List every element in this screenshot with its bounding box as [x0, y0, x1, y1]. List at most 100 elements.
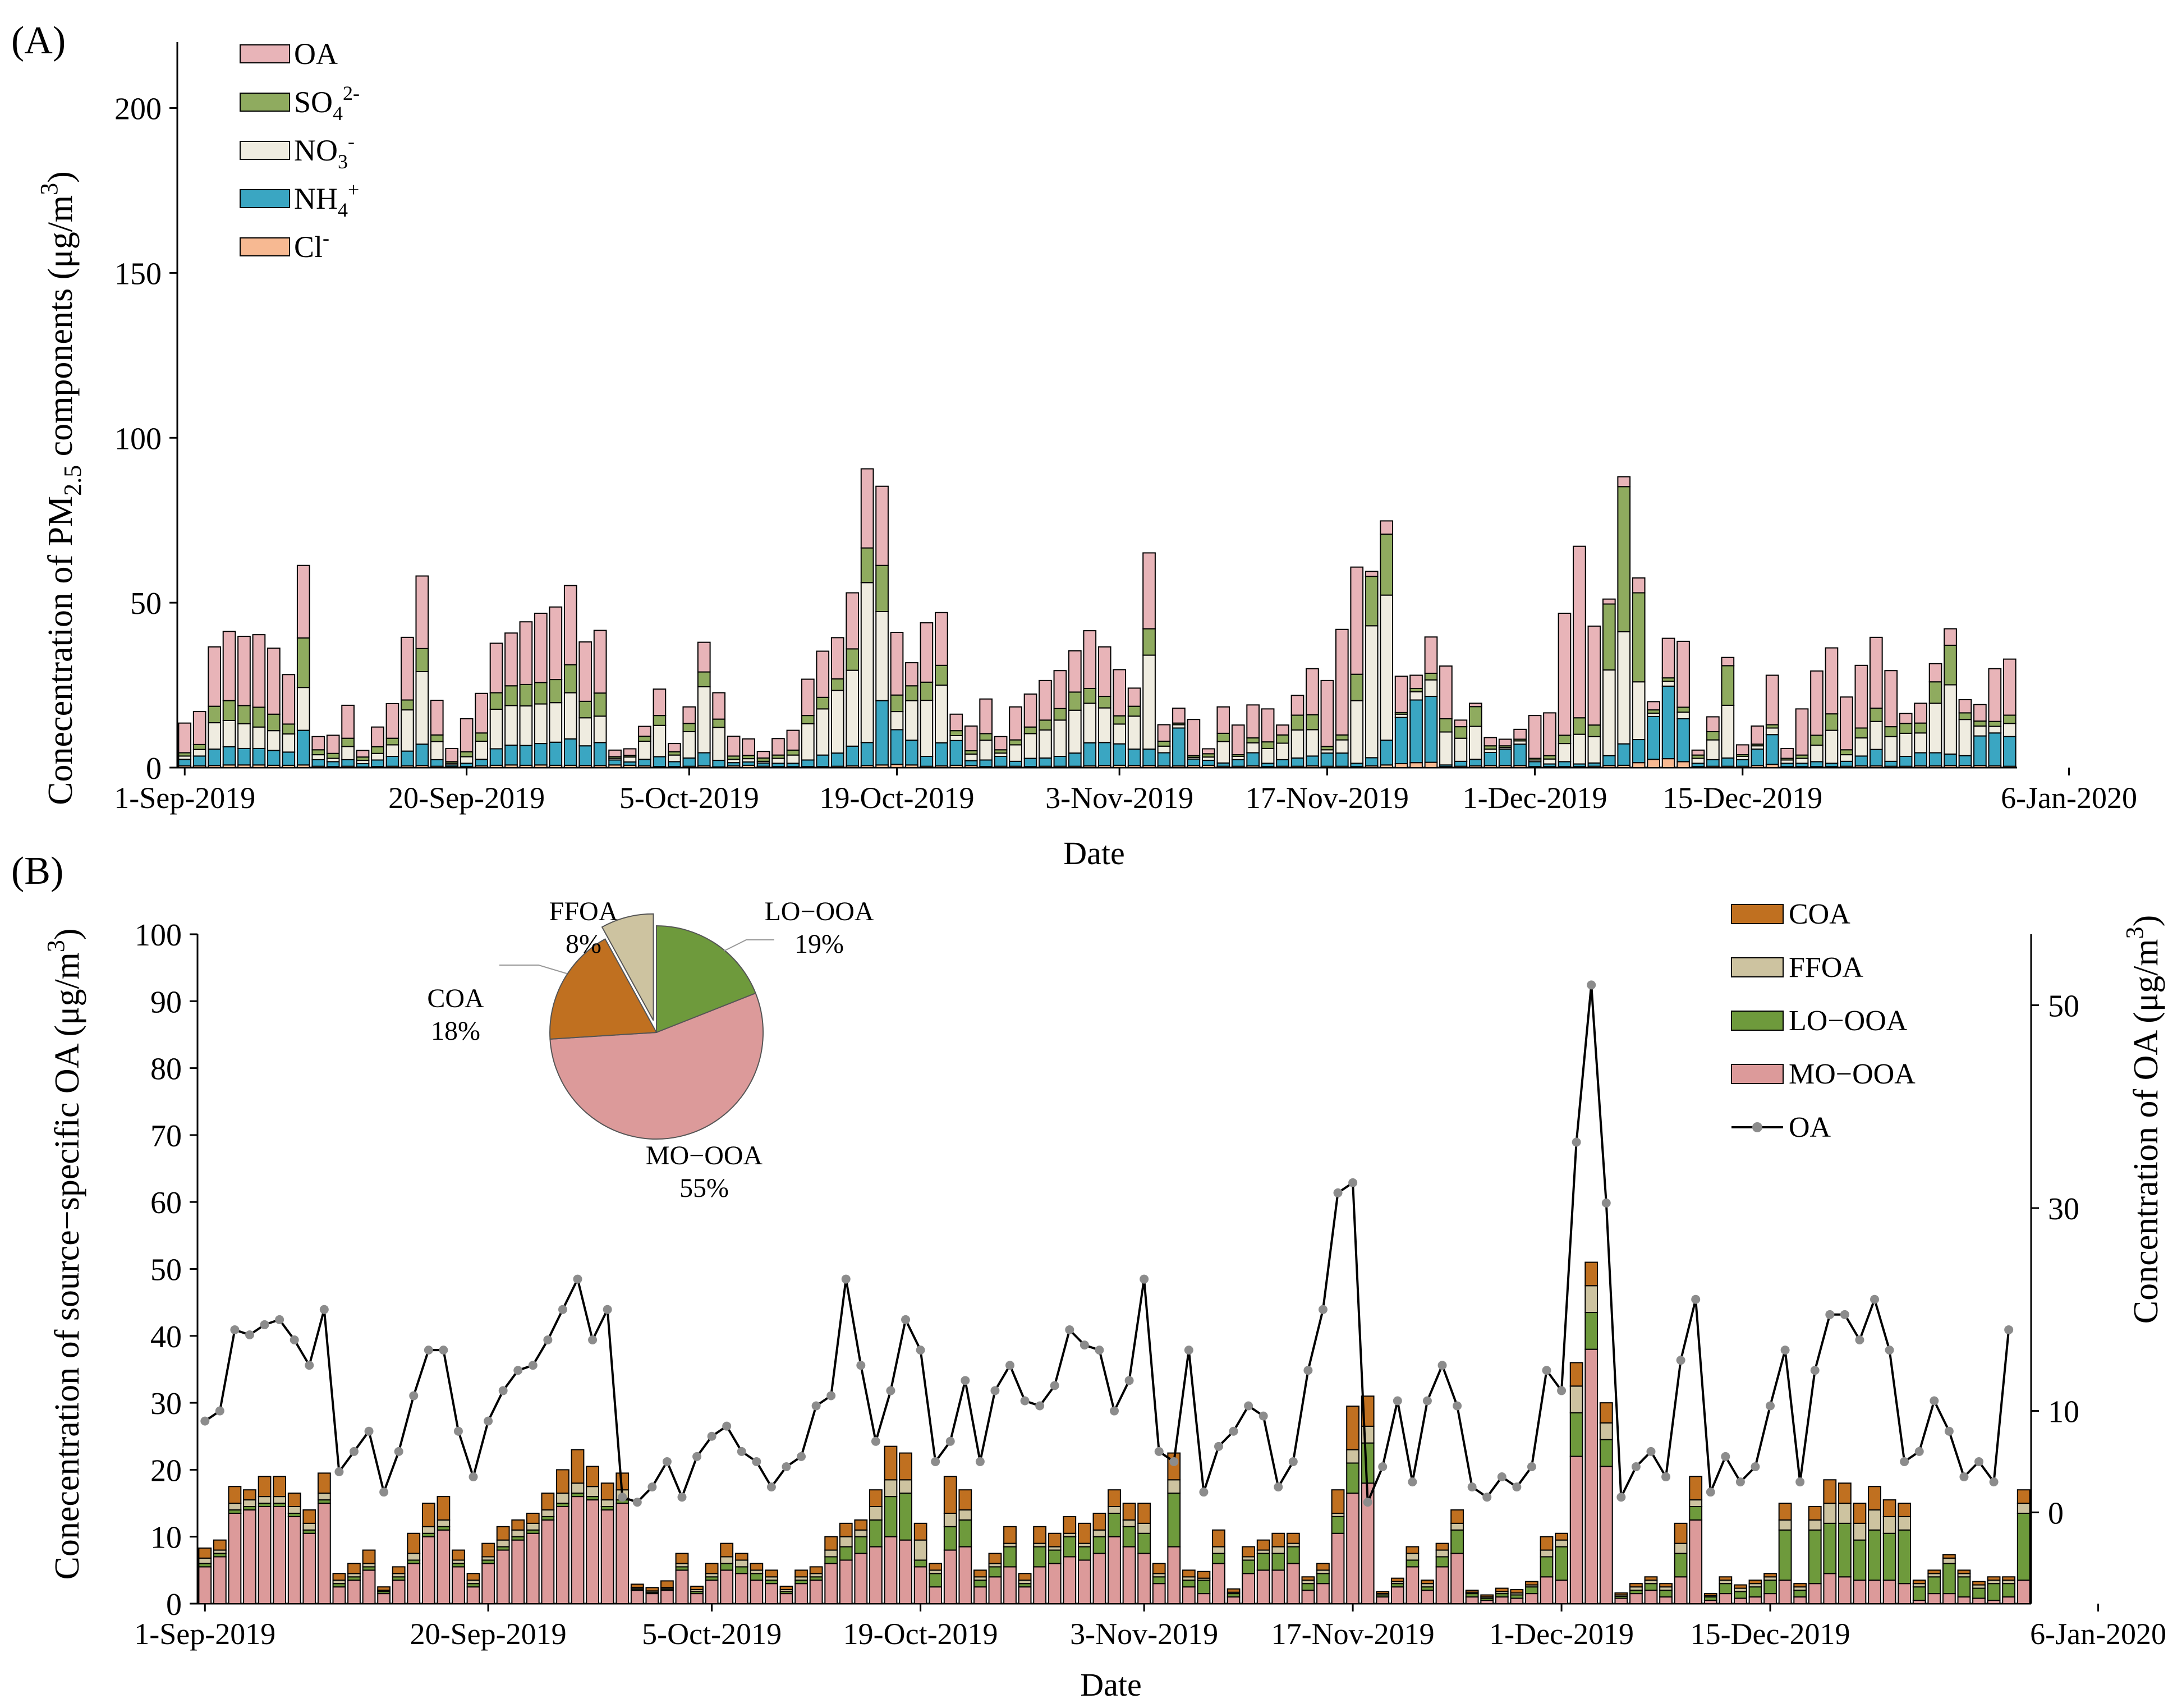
panel-a-bar-segment	[786, 729, 800, 751]
panel-b-bar-segment	[526, 1532, 540, 1605]
panel-a-bar-segment	[1023, 733, 1037, 759]
panel-b-bar-segment	[273, 1476, 287, 1498]
panel-b-bar-segment	[1778, 1519, 1792, 1531]
panel-b-oa-point	[901, 1315, 911, 1324]
panel-a-bar-segment	[1068, 709, 1082, 754]
panel-a-bar-segment	[341, 759, 355, 767]
pie-leader-line	[499, 965, 567, 974]
panel-a-bar-segment	[846, 592, 860, 650]
panel-b-bar-segment	[929, 1573, 943, 1588]
panel-a-bar-segment	[1765, 674, 1779, 726]
panel-b-bar-segment	[1540, 1576, 1554, 1605]
panel-b-bar-segment	[556, 1469, 569, 1494]
panel-b-bar-segment	[1465, 1590, 1479, 1593]
panel-a-bar-segment	[341, 746, 355, 760]
panel-b-bar-segment	[988, 1553, 1002, 1564]
panel-b-oa-point	[1885, 1346, 1894, 1355]
panel-b-bar-segment	[1823, 1522, 1837, 1574]
panel-b-bar-segment	[317, 1503, 331, 1605]
panel-b-bar-segment	[1853, 1580, 1867, 1605]
panel-a-bar-segment	[979, 733, 993, 741]
panel-b-xlabel: Date	[1080, 1666, 1142, 1703]
panel-b-bar-segment	[1033, 1546, 1047, 1568]
panel-a-bar-segment	[771, 757, 785, 764]
panel-b-bar-segment	[1167, 1546, 1181, 1604]
panel-b-bar-segment	[1271, 1553, 1285, 1571]
panel-a-bar-segment	[1068, 650, 1082, 693]
panel-a-bar-segment	[267, 750, 281, 766]
panel-a-x-tick-label: 20-Sep-2019	[388, 781, 545, 815]
panel-b-bar-segment	[779, 1593, 793, 1604]
panel-b-oa-point	[275, 1315, 284, 1324]
panel-a-bar-segment	[1691, 757, 1705, 764]
panel-b-bar-segment	[794, 1569, 808, 1578]
panel-b-bar-segment	[675, 1553, 689, 1564]
panel-a-bar-segment	[296, 637, 310, 688]
panel-a-bar-segment	[1097, 646, 1111, 697]
panel-a-bar-segment	[1231, 724, 1245, 756]
panel-a-bar-segment	[1306, 668, 1319, 715]
panel-b-legend-label: MO−OOA	[1789, 1058, 1916, 1090]
panel-a-bar-segment	[935, 612, 948, 666]
panel-b-oa-point	[1258, 1411, 1268, 1421]
panel-a-bar-segment	[1988, 732, 2002, 767]
panel-b-bar-segment	[1331, 1516, 1345, 1534]
panel-b-bar-segment	[511, 1539, 525, 1605]
panel-b-oa-point	[1930, 1396, 1939, 1406]
panel-a-bar-segment	[949, 730, 963, 736]
panel-b-oa-point	[200, 1416, 210, 1426]
panel-b-bar-segment	[1197, 1593, 1211, 1604]
panel-a-bar-segment	[1335, 628, 1349, 736]
panel-b-x-tick-label: 5-Oct-2019	[642, 1617, 782, 1651]
panel-b-bar-segment	[1301, 1576, 1315, 1581]
panel-b-oa-point	[692, 1452, 702, 1461]
panel-b-oa-point	[1422, 1396, 1432, 1406]
panel-b-oa-point	[1453, 1401, 1462, 1411]
panel-b-bar-segment	[332, 1586, 346, 1605]
panel-b-bar-segment	[586, 1486, 599, 1498]
panel-b-bar-segment	[705, 1563, 719, 1574]
panel-b-oa-point	[1005, 1361, 1015, 1370]
panel-b-bar-segment	[839, 1546, 853, 1561]
panel-a-bar-segment	[1246, 742, 1260, 754]
panel-b-bar-segment	[1868, 1580, 1881, 1605]
panel-b-bar-segment	[1838, 1576, 1852, 1605]
panel-b-oa-point	[1110, 1406, 1119, 1416]
panel-b-bar-segment	[1942, 1563, 1956, 1595]
panel-a-bar-segment	[1958, 755, 1972, 766]
panel-a-bar-segment	[2002, 658, 2017, 716]
panel-a-bar-segment	[1113, 715, 1127, 725]
panel-a-bar-segment	[1290, 695, 1305, 716]
pie-slice	[656, 925, 756, 1034]
panel-b-oa-point	[230, 1325, 240, 1334]
panel-b-bar-segment	[1674, 1553, 1688, 1578]
panel-b-bar-segment	[1719, 1583, 1733, 1595]
panel-a-bar-segment	[1661, 758, 1675, 768]
panel-b-bar-segment	[884, 1496, 898, 1537]
panel-b-bar-segment	[1912, 1580, 1926, 1585]
panel-a-bar-segment	[742, 738, 755, 756]
panel-a-bar-segment	[875, 700, 889, 766]
panel-a-bar-segment	[697, 641, 711, 673]
panel-b-oa-point	[1527, 1462, 1536, 1471]
panel-b-oa-point	[558, 1305, 567, 1314]
panel-a-bar-segment	[801, 759, 815, 768]
panel-b-bar-segment	[600, 1509, 614, 1604]
panel-a-bar-segment	[1261, 741, 1275, 749]
panel-b-y-tick-label: 90	[150, 985, 182, 1020]
panel-b-oa-point	[543, 1335, 553, 1345]
panel-b-oa-point	[677, 1493, 687, 1502]
panel-a-bar-segment	[430, 759, 444, 767]
panel-a-bar-segment	[222, 631, 236, 701]
panel-b-bar-segment	[586, 1466, 599, 1487]
panel-a-bar-segment	[1573, 717, 1586, 735]
panel-a-x-tick-label: 19-Oct-2019	[820, 781, 975, 815]
panel-a-bar-segment	[549, 741, 563, 766]
panel-a-bar-segment	[1172, 708, 1186, 724]
panel-a-bar-segment	[1928, 681, 1942, 704]
panel-b-bar-segment	[407, 1563, 421, 1604]
panel-b-bar-segment	[1122, 1519, 1136, 1527]
panel-a-bar-segment	[1097, 742, 1111, 766]
panel-a-bar-segment	[519, 683, 533, 707]
panel-b-oa-point	[1587, 980, 1596, 990]
